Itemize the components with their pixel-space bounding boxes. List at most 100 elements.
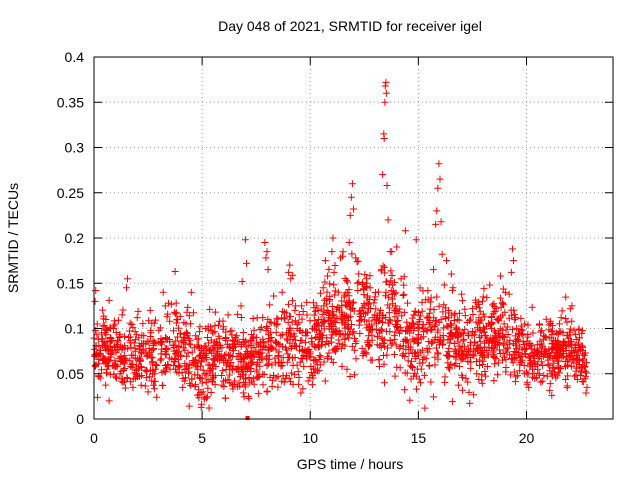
data-point (406, 329, 414, 337)
data-point (484, 363, 492, 371)
data-point (385, 309, 393, 317)
data-point (431, 321, 439, 329)
data-point (512, 314, 520, 322)
data-point (246, 379, 254, 387)
data-point (543, 372, 551, 380)
data-point (458, 330, 466, 338)
data-point (157, 350, 165, 358)
data-point (456, 342, 464, 350)
data-point (439, 340, 447, 348)
y-tick-label: 0.15 (57, 275, 84, 291)
data-point (353, 258, 361, 266)
data-point (395, 326, 403, 334)
data-point (538, 358, 546, 366)
data-point (337, 345, 345, 353)
data-point (170, 361, 178, 369)
data-point (133, 331, 141, 339)
data-point (110, 317, 118, 325)
data-point (93, 331, 101, 339)
data-point (437, 316, 445, 324)
data-point (102, 315, 110, 323)
data-point (346, 372, 354, 380)
data-point (312, 307, 320, 315)
data-point (327, 334, 335, 342)
data-point (380, 336, 388, 344)
data-point (138, 372, 146, 380)
data-point (159, 288, 167, 296)
data-point (444, 359, 452, 367)
flagged-point (245, 416, 250, 420)
data-point (581, 363, 589, 371)
data-point (199, 366, 207, 374)
data-point (348, 320, 356, 328)
data-point (91, 362, 99, 370)
data-point (466, 317, 474, 325)
data-point (328, 248, 336, 256)
data-point (427, 378, 435, 386)
data-point (355, 321, 363, 329)
data-point (457, 347, 465, 355)
data-point (265, 352, 273, 360)
data-point (443, 351, 451, 359)
data-point (391, 290, 399, 298)
data-point (538, 377, 546, 385)
data-point (310, 356, 318, 364)
data-point (263, 322, 271, 330)
data-point (491, 360, 499, 368)
data-point (270, 292, 278, 300)
data-point (146, 306, 154, 314)
data-point (131, 336, 139, 344)
data-point (416, 284, 424, 292)
data-point (256, 356, 264, 364)
data-point (365, 332, 373, 340)
data-point (184, 369, 192, 377)
data-point (465, 388, 473, 396)
data-point (345, 299, 353, 307)
data-point (288, 369, 296, 377)
data-point (295, 319, 303, 327)
data-point (183, 308, 191, 316)
data-point (519, 338, 527, 346)
data-point (343, 365, 351, 373)
data-point (282, 329, 290, 337)
data-point (350, 328, 358, 336)
data-point (317, 289, 325, 297)
data-point (354, 286, 362, 294)
data-point (515, 329, 523, 337)
data-point (390, 351, 398, 359)
data-point (98, 329, 106, 337)
data-point (300, 363, 308, 371)
data-point (397, 275, 405, 283)
data-point (516, 343, 524, 351)
data-point (268, 344, 276, 352)
data-point (317, 305, 325, 313)
data-point (187, 288, 195, 296)
data-point (471, 328, 479, 336)
data-point (445, 344, 453, 352)
data-point (152, 316, 160, 324)
data-point (516, 356, 524, 364)
data-point (234, 338, 242, 346)
data-point (568, 317, 576, 325)
data-point (198, 400, 206, 408)
data-point (426, 309, 434, 317)
data-point (480, 339, 488, 347)
data-point (127, 363, 135, 371)
data-point (125, 327, 133, 335)
data-point (541, 332, 549, 340)
data-point (459, 337, 467, 345)
data-point (500, 320, 508, 328)
data-point (424, 314, 432, 322)
data-point (215, 321, 223, 329)
data-point (405, 324, 413, 332)
data-point (446, 365, 454, 373)
data-point (94, 335, 102, 343)
data-point (529, 329, 537, 337)
data-point (472, 296, 480, 304)
data-point (320, 358, 328, 366)
data-point (174, 333, 182, 341)
data-point (447, 270, 455, 278)
data-point (430, 306, 438, 314)
data-point (356, 317, 364, 325)
data-point (403, 318, 411, 326)
